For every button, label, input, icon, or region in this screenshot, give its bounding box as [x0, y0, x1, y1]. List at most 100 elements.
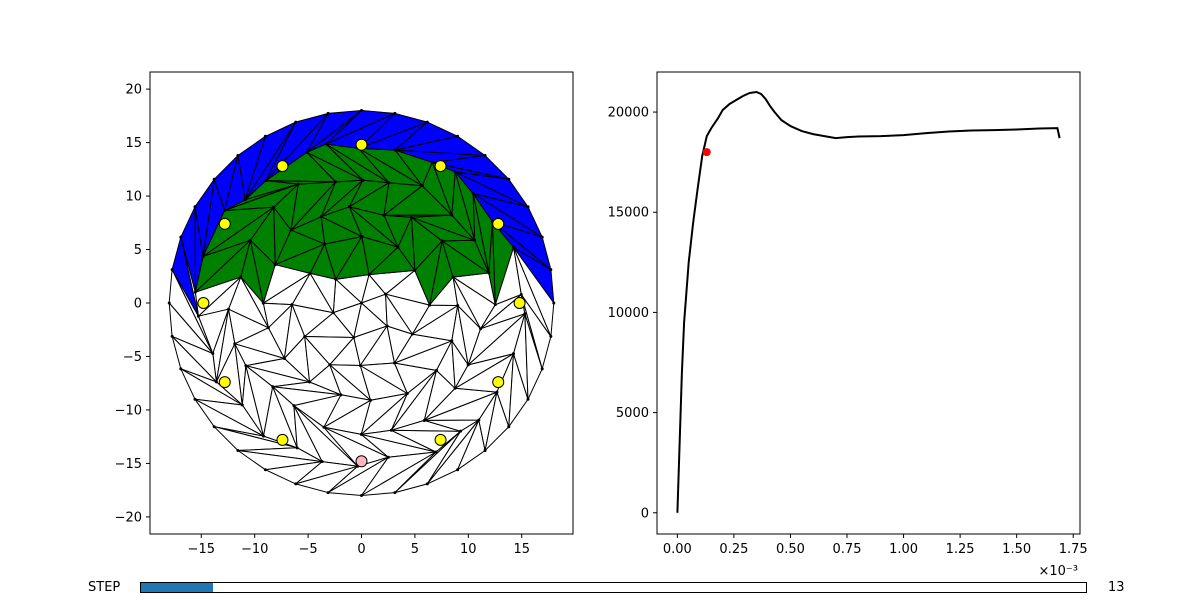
- step-slider-fill[interactable]: [141, 583, 213, 592]
- mesh-node-5-5: [393, 148, 397, 152]
- mesh-node-4-6: [361, 178, 365, 182]
- mesh-node-4-0: [493, 303, 497, 307]
- mesh-node-6-3: [526, 205, 530, 209]
- line-x-tick-label-4: 1.00: [889, 542, 918, 557]
- mesh-node-6-25: [294, 482, 298, 486]
- marker-2: [434, 160, 447, 173]
- mesh-node-5-29: [519, 293, 523, 297]
- line-x-tick-label-5: 1.25: [946, 542, 975, 557]
- y-tick-label-15: 15: [125, 136, 142, 151]
- marker-3: [218, 217, 231, 230]
- mesh-node-3-1: [440, 239, 444, 243]
- mesh-node-3-7: [273, 263, 277, 267]
- marker-8: [492, 376, 505, 389]
- mesh-node-5-27: [511, 352, 515, 356]
- mesh-node-3-0: [451, 275, 455, 279]
- mesh-node-5-24: [459, 429, 463, 433]
- mesh-node-6-15: [193, 205, 197, 209]
- line-x-axis: 0.00 0.25 0.50 0.75 1.00 1.25 1.50 1.75: [663, 534, 1088, 557]
- x-tick-label-10: 10: [460, 542, 477, 557]
- mesh-node-6-11: [294, 120, 298, 124]
- mesh-node-5-19: [295, 446, 299, 450]
- mesh-node-5-7: [324, 142, 328, 146]
- mesh-node-2-9: [358, 364, 362, 368]
- mesh-node-6-21: [193, 397, 197, 401]
- marker-9: [276, 433, 289, 446]
- mesh-node-5-26: [495, 390, 499, 394]
- y-tick-label-10: 10: [125, 190, 142, 205]
- mesh-node-3-13: [369, 398, 373, 402]
- y-tick-label--10: −10: [115, 403, 142, 418]
- line-x-tick-label-3: 0.75: [833, 542, 862, 557]
- mesh-node-5-28: [523, 312, 527, 316]
- mesh-node-3-6: [289, 228, 293, 232]
- mesh-node-5-9: [264, 179, 268, 183]
- mesh-node-2-11: [410, 332, 414, 336]
- mesh-node-3-4: [347, 205, 351, 209]
- mesh-node-6-12: [263, 134, 267, 138]
- step-value: 13: [1108, 580, 1125, 595]
- mesh-node-6-13: [236, 154, 240, 158]
- mesh-node-5-10: [243, 198, 247, 202]
- mesh-node-4-19: [389, 428, 393, 432]
- mesh-node-3-14: [405, 391, 409, 395]
- marker-6: [513, 297, 526, 309]
- step-label: STEP: [88, 580, 121, 595]
- line-axes-frame: [656, 71, 1081, 535]
- mesh-node-4-1: [487, 271, 491, 275]
- mesh-plot: −15 −10 −5 0 5 10 15 −20 −15 −10 −5 0 5 10 15 20: [115, 71, 574, 557]
- mesh-node-1-5: [385, 324, 389, 328]
- mesh-node-6-27: [360, 494, 363, 497]
- step-slider[interactable]: STEP 13: [0, 576, 1200, 600]
- mesh-node-6-31: [483, 448, 487, 452]
- mesh-node-5-22: [386, 455, 390, 459]
- marker-0: [355, 138, 368, 151]
- mesh-node-4-4: [420, 184, 424, 188]
- x-tick-label--15: −15: [188, 542, 215, 557]
- mesh-node-6-6: [456, 134, 460, 138]
- mesh-node-1-0: [384, 292, 388, 296]
- mesh-node-4-15: [271, 385, 275, 389]
- mesh-node-1-4: [352, 336, 356, 340]
- mesh-y-axis: −20 −15 −10 −5 0 5 10 15 20: [115, 83, 150, 525]
- mesh-node-6-23: [236, 448, 240, 452]
- mesh-node-3-11: [308, 380, 312, 384]
- marker-4: [492, 217, 505, 230]
- mesh-node-2-3: [360, 234, 364, 238]
- mesh-node-3-10: [282, 356, 286, 360]
- mesh-node-2-1: [413, 268, 417, 272]
- line-y-axis: 0 5000 10000 15000 20000: [608, 106, 657, 521]
- marker-1: [276, 160, 289, 173]
- mesh-node-1-2: [334, 277, 338, 281]
- mesh-node-6-1: [549, 268, 553, 272]
- mesh-node-6-33: [526, 397, 530, 401]
- mesh-node-5-4: [430, 160, 434, 164]
- mesh-node-6-20: [179, 367, 183, 371]
- mesh-node-6-0: [552, 301, 556, 305]
- mesh-node-4-5: [387, 181, 391, 185]
- mesh-node-6-17: [170, 268, 174, 272]
- mesh-node-5-25: [477, 418, 481, 422]
- mesh-node-6-10: [326, 111, 330, 115]
- step-slider-track[interactable]: [140, 582, 1087, 593]
- mesh-node-6-7: [425, 120, 429, 124]
- x-tick-label-5: 5: [411, 542, 419, 557]
- mesh-node-6-29: [425, 482, 429, 486]
- marker-10: [434, 433, 447, 446]
- mesh-node-6-16: [179, 235, 183, 239]
- mesh-node-3-16: [450, 339, 454, 343]
- mesh-node-1-3: [331, 311, 335, 315]
- mesh-node-6-35: [549, 334, 553, 338]
- mesh-node-5-16: [214, 380, 218, 384]
- mesh-node-2-5: [308, 271, 312, 275]
- mesh-node-6-24: [263, 468, 267, 472]
- load-curve-plot: 0.00 0.25 0.50 0.75 1.00 1.25 1.50 1.75 0 5000 10…: [608, 71, 1088, 579]
- line-x-tick-label-0: 0.00: [663, 542, 692, 557]
- mesh-node-6-30: [456, 468, 460, 472]
- mesh-node-5-23: [434, 450, 438, 454]
- mesh-node-6-22: [212, 425, 216, 429]
- mesh-node-6-26: [326, 491, 330, 495]
- mesh-node-3-12: [339, 393, 343, 397]
- mesh-node-3-17: [456, 304, 460, 308]
